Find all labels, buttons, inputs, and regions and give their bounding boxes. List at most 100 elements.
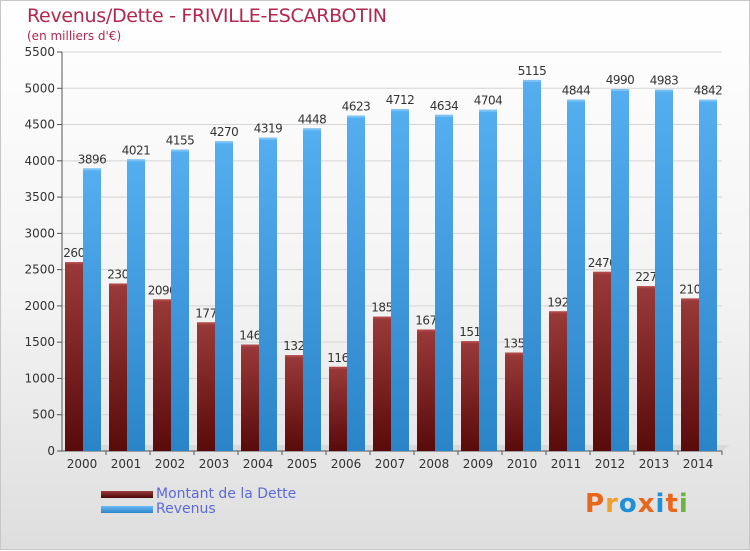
bar-highlight bbox=[417, 329, 435, 332]
data-label-dette: 151 bbox=[459, 325, 480, 339]
y-tick-label: 1500 bbox=[24, 335, 55, 349]
logo-letter: t bbox=[665, 489, 679, 519]
bar-highlight bbox=[391, 109, 409, 112]
bar-highlight bbox=[637, 286, 655, 289]
bar-dette bbox=[329, 366, 347, 451]
bar-dette bbox=[505, 352, 523, 451]
x-tick-label: 2006 bbox=[331, 457, 362, 471]
x-tick-label: 2010 bbox=[507, 457, 538, 471]
logo-letter: x bbox=[637, 489, 656, 519]
data-label-dette: 260 bbox=[63, 246, 84, 260]
bar-highlight bbox=[435, 114, 453, 117]
bar-revenus bbox=[655, 89, 673, 452]
bar-highlight bbox=[215, 141, 233, 144]
bar-highlight bbox=[373, 316, 391, 319]
logo-letter: i bbox=[678, 489, 689, 519]
bar-dette bbox=[637, 286, 655, 451]
data-label-dette: 230 bbox=[107, 267, 128, 281]
bar-revenus bbox=[567, 99, 585, 452]
data-label-dette: 167 bbox=[415, 314, 436, 328]
bar-revenus bbox=[699, 99, 717, 451]
bar-highlight bbox=[567, 99, 585, 102]
x-tick-label: 2004 bbox=[243, 457, 274, 471]
bar-highlight bbox=[347, 115, 365, 118]
y-tick-label: 500 bbox=[32, 408, 55, 422]
bar-dette bbox=[681, 298, 699, 451]
bar-highlight bbox=[461, 341, 479, 344]
bar-dette bbox=[109, 283, 127, 451]
y-tick-label: 4500 bbox=[24, 118, 55, 132]
bar-dette bbox=[593, 271, 611, 451]
bar-revenus bbox=[127, 159, 145, 451]
bar-highlight bbox=[699, 99, 717, 102]
data-label-dette: 116 bbox=[327, 351, 348, 365]
x-tick-label: 2013 bbox=[639, 457, 670, 471]
y-tick-label: 2500 bbox=[24, 263, 55, 277]
logo-letter: r bbox=[605, 489, 619, 519]
x-tick-label: 2001 bbox=[111, 457, 142, 471]
bar-highlight bbox=[611, 88, 629, 91]
bar-revenus bbox=[83, 168, 101, 451]
x-tick-label: 2000 bbox=[67, 457, 98, 471]
bar-revenus bbox=[215, 141, 233, 452]
logo-letter: i bbox=[655, 489, 666, 519]
data-label-dette: 146 bbox=[239, 329, 260, 343]
bar-revenus bbox=[303, 128, 321, 451]
data-label-dette: 132 bbox=[283, 339, 304, 353]
data-label-dette: 2470 bbox=[588, 256, 617, 270]
bar-highlight bbox=[197, 322, 215, 325]
y-tick-label: 1000 bbox=[24, 371, 55, 385]
data-label-dette: 135 bbox=[503, 337, 524, 351]
data-label-dette: 185 bbox=[371, 301, 392, 315]
bar-revenus bbox=[391, 109, 409, 451]
x-tick-label: 2007 bbox=[375, 457, 406, 471]
x-tick-label: 2008 bbox=[419, 457, 450, 471]
logo-letter: P bbox=[585, 489, 606, 519]
data-label-dette: 192 bbox=[547, 295, 568, 309]
bar-highlight bbox=[329, 366, 347, 369]
data-label-revenus: 4319 bbox=[254, 122, 283, 136]
bar-revenus bbox=[479, 109, 497, 451]
data-label-revenus: 4270 bbox=[210, 125, 239, 139]
data-label-dette: 210 bbox=[679, 282, 700, 296]
x-tick-label: 2002 bbox=[155, 457, 186, 471]
bar-highlight bbox=[285, 355, 303, 358]
data-label-revenus: 4842 bbox=[694, 84, 723, 98]
y-tick-label: 2000 bbox=[24, 299, 55, 313]
bar-dette bbox=[461, 341, 479, 451]
bar-highlight bbox=[83, 168, 101, 171]
bar-dette bbox=[285, 355, 303, 451]
bar-revenus bbox=[611, 88, 629, 452]
legend-swatch-dette bbox=[101, 491, 153, 498]
logo-letter: o bbox=[618, 489, 638, 519]
bar-dette bbox=[241, 344, 259, 451]
y-tick-label: 0 bbox=[47, 444, 55, 458]
data-label-revenus: 4021 bbox=[122, 143, 151, 157]
x-tick-label: 2011 bbox=[551, 457, 582, 471]
bar-highlight bbox=[523, 79, 541, 82]
chart-subtitle: (en milliers d'€) bbox=[27, 29, 122, 43]
data-label-revenus: 3896 bbox=[78, 152, 107, 166]
bar-highlight bbox=[109, 283, 127, 286]
bar-highlight bbox=[479, 109, 497, 112]
data-label-revenus: 4990 bbox=[606, 73, 635, 87]
bar-revenus bbox=[171, 149, 189, 451]
chart-title: Revenus/Dette - FRIVILLE-ESCARBOTIN bbox=[27, 5, 387, 27]
y-tick-label: 3000 bbox=[24, 226, 55, 240]
data-label-revenus: 4983 bbox=[650, 74, 679, 88]
y-tick-label: 4000 bbox=[24, 154, 55, 168]
data-label-revenus: 4712 bbox=[386, 93, 415, 107]
bar-highlight bbox=[593, 271, 611, 274]
bar-dette bbox=[65, 262, 83, 451]
data-label-revenus: 4844 bbox=[562, 84, 591, 98]
bar-highlight bbox=[681, 298, 699, 301]
x-tick-label: 2012 bbox=[595, 457, 626, 471]
y-tick-label: 5500 bbox=[24, 45, 55, 59]
data-label-revenus: 4634 bbox=[430, 99, 459, 113]
data-label-revenus: 5115 bbox=[518, 64, 547, 78]
bar-highlight bbox=[259, 137, 277, 140]
data-label-revenus: 4704 bbox=[474, 94, 503, 108]
bar-highlight bbox=[127, 159, 145, 162]
bar-highlight bbox=[505, 352, 523, 355]
